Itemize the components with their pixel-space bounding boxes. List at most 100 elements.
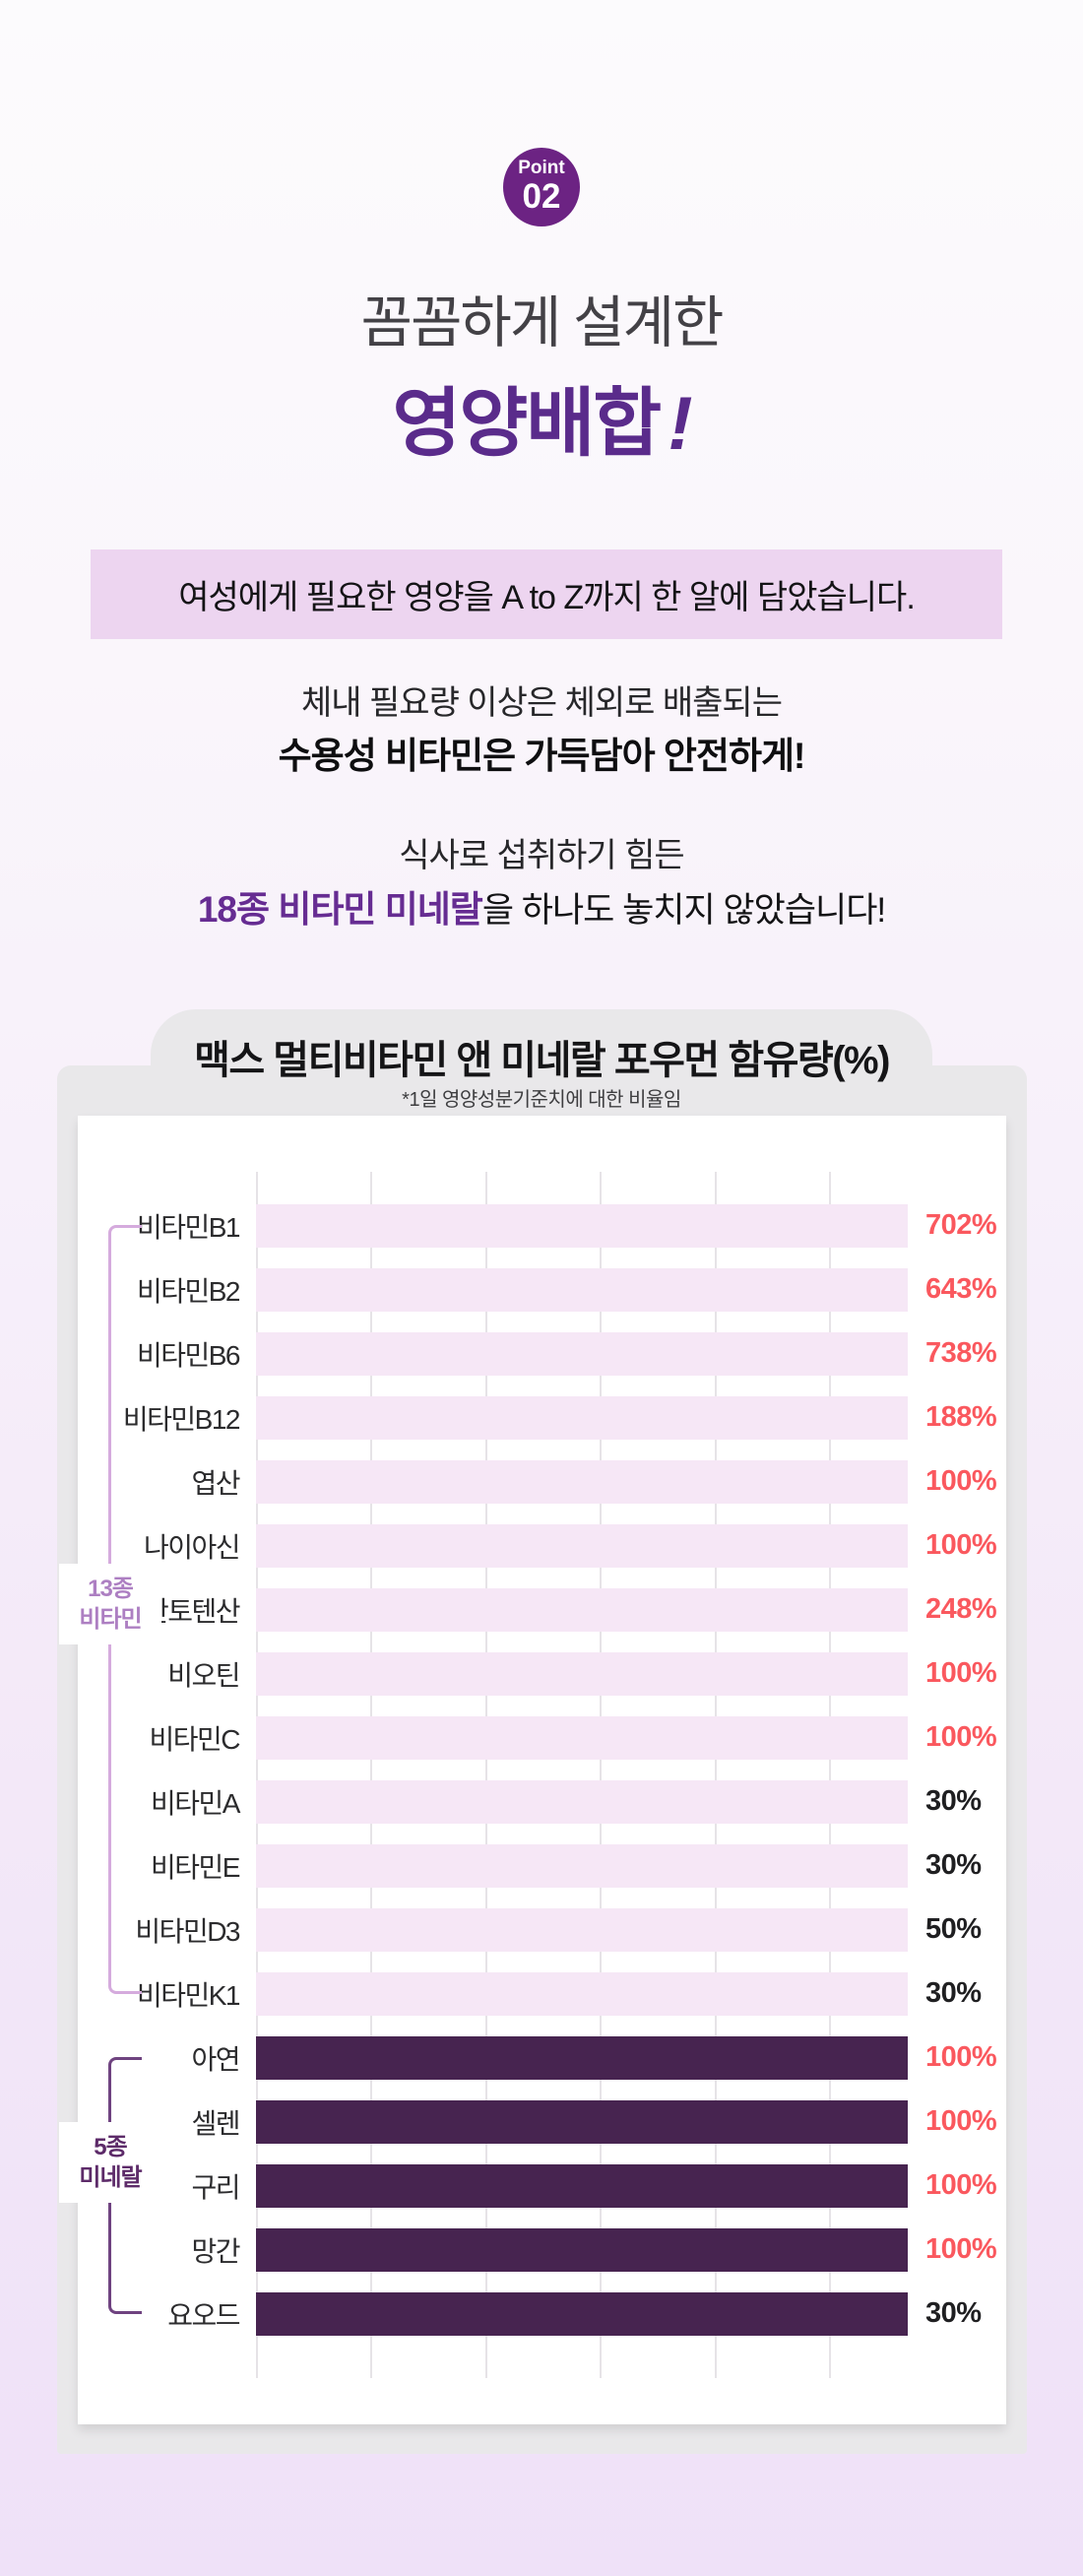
heading-line2-text: 영양배합	[392, 382, 663, 466]
row-value: 100%	[925, 2169, 997, 2201]
chart-row: 비타민E 30%	[78, 1834, 1006, 1898]
row-value: 30%	[925, 1977, 982, 2009]
row-value: 100%	[925, 2105, 997, 2137]
chart-row: 판토텐산 248%	[78, 1578, 1006, 1642]
heading-exclaim: !	[668, 382, 692, 466]
row-label: 비타민E	[151, 1851, 240, 1883]
chart-row: 엽산 100%	[78, 1449, 1006, 1513]
row-value: 30%	[925, 1785, 982, 1817]
chart-row: 셀렌 100%	[78, 2090, 1006, 2154]
row-value: 100%	[925, 2041, 997, 2073]
row-value: 50%	[925, 1913, 982, 1945]
row-label: 비타민B1	[136, 1211, 241, 1243]
intro-paragraph: 체내 필요량 이상은 체외로 배출되는 수용성 비타민은 가득담아 안전하게!	[0, 677, 1083, 782]
vitamin-group-label-line1: 13종	[88, 1576, 134, 1602]
row-label: 셀렌	[191, 2107, 240, 2139]
row-bar	[256, 1267, 908, 1312]
chart-row: 아연 100%	[78, 2026, 1006, 2090]
intro-line2: 수용성 비타민은 가득담아 안전하게!	[278, 735, 806, 776]
chart-row: 비타민K1 30%	[78, 1962, 1006, 2026]
row-value: 188%	[925, 1401, 997, 1433]
badge-label: Point	[518, 158, 565, 179]
mineral-group-label: 5종 미네랄	[59, 2122, 161, 2204]
chart-row: 망간 100%	[78, 2218, 1006, 2282]
highlight-box: 여성에게 필요한 영양을 A to Z까지 한 알에 담았습니다.	[91, 549, 1002, 639]
second-line1: 식사로 섭취하기 힘든	[399, 837, 684, 874]
row-bar	[256, 2099, 908, 2144]
gridline	[370, 1172, 372, 2378]
chart-row: 나이아신 100%	[78, 1513, 1006, 1578]
row-value: 100%	[925, 2233, 997, 2265]
chart-subtitle: *1일 영양성분기준치에 대한 비율임	[402, 1089, 681, 1111]
badge-number: 02	[522, 177, 561, 217]
second-line2-highlight: 18종 비타민 미네랄	[197, 888, 483, 930]
chart-row: 비오틴 100%	[78, 1642, 1006, 1706]
intro-line1: 체내 필요량 이상은 체외로 배출되는	[301, 684, 783, 722]
chart-row: 비타민B6 738%	[78, 1321, 1006, 1385]
row-label: 요오드	[167, 2299, 240, 2331]
row-value: 100%	[925, 1657, 997, 1689]
chart-row: 비타민C 100%	[78, 1706, 1006, 1770]
row-bar	[256, 2035, 908, 2080]
gridline	[829, 1172, 831, 2378]
row-bar	[256, 1587, 908, 1632]
row-bar	[256, 1715, 908, 1760]
chart-row: 비타민B2 643%	[78, 1257, 1006, 1321]
row-bar	[256, 1779, 908, 1824]
row-value: 702%	[925, 1209, 997, 1241]
row-label: 구리	[191, 2171, 240, 2203]
row-label: 비타민B12	[122, 1403, 241, 1435]
chart-row: 비타민D3 50%	[78, 1898, 1006, 1962]
second-paragraph: 식사로 섭취하기 힘든 18종 비타민 미네랄을 하나도 놓치지 않았습니다!	[0, 830, 1083, 936]
chart-row: 요오드 30%	[78, 2282, 1006, 2346]
chart-rows: 비타민B1 702% 비타민B2 643% 비타민B6 738% 비타민B12 188% 엽산 1…	[78, 1193, 1006, 2346]
row-bar	[256, 1395, 908, 1440]
row-value: 100%	[925, 1465, 997, 1497]
point-badge: Point 02	[503, 148, 580, 226]
row-value: 30%	[925, 1849, 982, 1881]
row-bar	[256, 1843, 908, 1888]
gridline	[256, 1172, 258, 2378]
row-value: 248%	[925, 1593, 997, 1625]
row-label: 비타민C	[149, 1723, 240, 1755]
chart-row: 비타민B12 188%	[78, 1385, 1006, 1449]
chart-title: 맥스 멀티비타민 앤 미네랄 포우먼 함유량(%)	[194, 1039, 890, 1082]
row-label: 비타민B6	[136, 1339, 241, 1371]
row-label: 비타민B2	[136, 1275, 241, 1307]
row-bar	[256, 1459, 908, 1504]
row-bar	[256, 1651, 908, 1696]
gridline	[715, 1172, 717, 2378]
row-value: 738%	[925, 1337, 997, 1369]
gridline	[485, 1172, 487, 2378]
row-value: 100%	[925, 1529, 997, 1561]
chart-grid	[78, 1172, 1006, 2378]
row-bar	[256, 2291, 908, 2336]
mineral-group-label-line2: 미네랄	[79, 2164, 142, 2192]
second-line2: 18종 비타민 미네랄을 하나도 놓치지 않았습니다!	[0, 882, 1083, 937]
second-line2-rest: 을 하나도 놓치지 않았습니다!	[481, 890, 886, 930]
chart-row: 비타민B1 702%	[78, 1193, 1006, 1257]
gridline	[600, 1172, 602, 2378]
highlight-text: 여성에게 필요한 영양을 A to Z까지 한 알에 담았습니다.	[178, 579, 916, 616]
chart-row: 비타민A 30%	[78, 1770, 1006, 1834]
row-label: 아연	[191, 2043, 240, 2075]
vitamin-group-label-line2: 비타민	[79, 1606, 142, 1634]
heading-line2: 영양배합!	[0, 362, 1083, 471]
row-bar	[256, 1523, 908, 1568]
row-label: 비타민A	[151, 1787, 240, 1819]
row-bar	[256, 1331, 908, 1376]
heading-line1: 꼼꼼하게 설계한	[360, 291, 725, 354]
chart-panel: 비타민B1 702% 비타민B2 643% 비타민B6 738% 비타민B12 188% 엽산 1…	[59, 1116, 1006, 2424]
row-label: 나이아신	[143, 1531, 241, 1563]
row-label: 엽산	[191, 1467, 240, 1499]
row-value: 643%	[925, 1273, 997, 1305]
chart-row: 구리 100%	[78, 2154, 1006, 2218]
row-label: 비오틴	[167, 1659, 240, 1691]
mineral-group-label-line1: 5종	[94, 2134, 127, 2160]
row-bar	[256, 2163, 908, 2208]
row-value: 100%	[925, 1721, 997, 1753]
row-bar	[256, 1203, 908, 1248]
row-bar	[256, 1971, 908, 2016]
row-label: 망간	[191, 2235, 240, 2267]
